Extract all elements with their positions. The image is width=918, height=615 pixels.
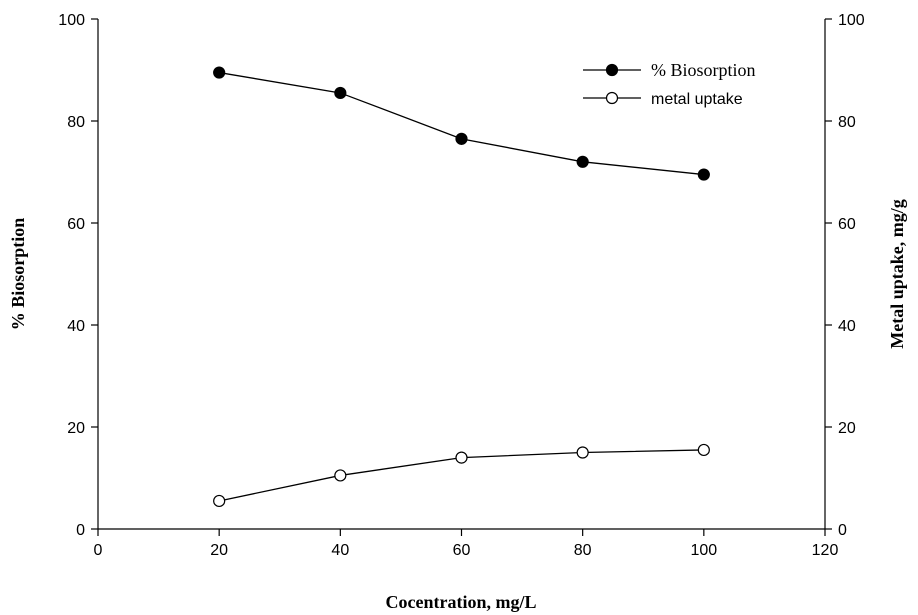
right-y-tick-label: 0	[838, 522, 847, 539]
metal-uptake-point	[697, 443, 710, 457]
series-layer	[213, 66, 710, 508]
left-y-ticks: 0 20 40 60 80 100	[58, 12, 98, 539]
x-ticks: 0 20 40 60 80 100 120	[94, 529, 839, 559]
x-tick-label: 60	[453, 542, 471, 559]
x-tick-label: 80	[574, 542, 592, 559]
biosorption-point	[213, 66, 226, 79]
x-tick-label: 120	[812, 542, 839, 559]
metal-uptake-point	[576, 446, 589, 459]
metal-uptake-point	[334, 469, 347, 482]
right-y-tick-label: 80	[838, 114, 856, 131]
right-y-tick-label: 40	[838, 318, 856, 335]
left-y-tick-label: 20	[67, 420, 85, 437]
x-tick-label: 20	[210, 542, 228, 559]
legend-marker-open-circle	[605, 91, 619, 105]
right-y-tick-label: 60	[838, 216, 856, 233]
right-y-tick-label: 20	[838, 420, 856, 437]
right-y-axis-title: Metal uptake, mg/g	[887, 199, 907, 348]
x-axis-title: Cocentration, mg/L	[386, 592, 537, 612]
right-y-ticks: 0 20 40 60 80 100	[825, 12, 865, 539]
left-y-tick-label: 0	[76, 522, 85, 539]
legend-label-metal-uptake: metal uptake	[651, 91, 743, 108]
biosorption-point	[576, 155, 589, 168]
right-y-tick-label: 100	[838, 12, 865, 29]
metal-uptake-point	[213, 494, 226, 508]
left-y-tick-label: 40	[67, 318, 85, 335]
legend: % Biosorption metal uptake	[583, 60, 756, 108]
legend-marker-filled-circle	[605, 63, 619, 77]
left-y-tick-label: 80	[67, 114, 85, 131]
metal-uptake-point	[455, 451, 468, 464]
biosorption-point	[334, 86, 347, 100]
x-tick-label: 0	[94, 542, 103, 559]
left-y-tick-label: 100	[58, 12, 85, 29]
biosorption-point	[455, 132, 468, 145]
left-y-axis-title: % Biosorption	[8, 218, 28, 331]
series-line-0	[219, 71, 704, 176]
x-tick-label: 100	[690, 542, 717, 559]
left-y-tick-label: 60	[67, 216, 85, 233]
biosorption-point	[697, 168, 710, 181]
x-tick-label: 40	[331, 542, 349, 559]
legend-label-biosorption: % Biosorption	[651, 60, 756, 80]
